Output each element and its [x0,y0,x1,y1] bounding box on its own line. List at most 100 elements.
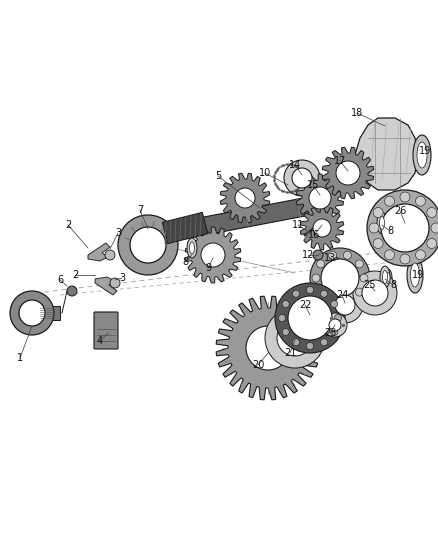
Ellipse shape [386,272,390,284]
Circle shape [416,196,425,206]
Polygon shape [162,212,208,244]
Circle shape [353,271,397,315]
Text: 22: 22 [299,300,311,310]
Ellipse shape [417,142,427,168]
Text: 3: 3 [119,273,125,283]
Circle shape [369,223,379,233]
Ellipse shape [384,269,392,287]
Text: 6: 6 [57,275,63,285]
Text: 9: 9 [205,263,211,273]
Circle shape [292,168,312,188]
Polygon shape [322,147,374,199]
Text: 10: 10 [259,168,271,178]
Polygon shape [355,118,418,190]
Circle shape [331,328,338,335]
Text: 19: 19 [412,270,424,280]
Text: 24: 24 [336,290,348,300]
Circle shape [427,238,437,248]
Circle shape [355,260,364,268]
Text: 13: 13 [324,253,336,263]
Text: 8: 8 [387,226,393,236]
Circle shape [343,297,351,305]
Polygon shape [296,174,344,222]
Circle shape [427,207,437,217]
Text: 16: 16 [308,230,320,240]
Circle shape [416,250,425,260]
Circle shape [279,314,286,321]
Circle shape [67,286,77,296]
Circle shape [323,313,347,337]
Ellipse shape [413,135,431,175]
Polygon shape [300,206,344,250]
Circle shape [275,283,345,353]
Circle shape [293,290,300,297]
Circle shape [317,260,325,268]
Circle shape [327,287,363,323]
Text: 8: 8 [182,257,188,267]
Circle shape [321,339,328,346]
Circle shape [331,257,339,265]
Circle shape [19,300,45,326]
Polygon shape [95,277,117,295]
Text: 19: 19 [419,146,431,156]
Circle shape [130,227,166,263]
Ellipse shape [378,214,386,232]
Text: 5: 5 [215,171,221,181]
Text: 18: 18 [351,108,363,118]
Text: 15: 15 [307,180,319,190]
Ellipse shape [380,266,390,288]
Polygon shape [216,296,320,400]
Circle shape [277,320,313,356]
Polygon shape [220,173,270,223]
Ellipse shape [380,217,384,229]
Text: 14: 14 [289,160,301,170]
Circle shape [385,250,395,260]
Polygon shape [185,227,241,283]
Circle shape [246,326,290,370]
Text: 4: 4 [97,336,103,346]
Circle shape [381,204,429,252]
Circle shape [313,250,323,260]
Circle shape [313,219,331,237]
Ellipse shape [379,216,385,230]
Text: 20: 20 [252,360,264,370]
Circle shape [321,290,328,297]
Circle shape [317,288,325,296]
Circle shape [307,287,314,294]
Circle shape [343,251,351,259]
Circle shape [362,280,388,306]
Text: 23: 23 [324,328,336,338]
Circle shape [321,259,359,297]
Text: 21: 21 [284,348,296,358]
Circle shape [367,190,438,266]
Text: 2: 2 [72,270,78,280]
Text: 1: 1 [17,353,23,363]
Circle shape [329,319,341,331]
Ellipse shape [377,212,387,234]
Circle shape [373,238,383,248]
Circle shape [110,278,120,288]
Circle shape [307,343,314,350]
Circle shape [335,295,355,315]
Circle shape [328,251,336,259]
Ellipse shape [190,242,194,254]
Circle shape [400,254,410,264]
Polygon shape [37,306,60,320]
Circle shape [201,243,225,267]
Text: 11: 11 [292,220,304,230]
Circle shape [336,161,360,185]
Circle shape [331,301,338,308]
Circle shape [118,215,178,275]
Circle shape [400,192,410,202]
FancyBboxPatch shape [94,312,118,349]
Circle shape [328,297,336,305]
Text: 7: 7 [137,205,143,215]
Circle shape [385,196,395,206]
Text: 2: 2 [65,220,71,230]
Circle shape [355,288,364,296]
Text: 17: 17 [334,156,346,166]
Text: 25: 25 [364,280,376,290]
Circle shape [282,301,289,308]
Polygon shape [140,194,327,247]
Circle shape [105,250,115,260]
